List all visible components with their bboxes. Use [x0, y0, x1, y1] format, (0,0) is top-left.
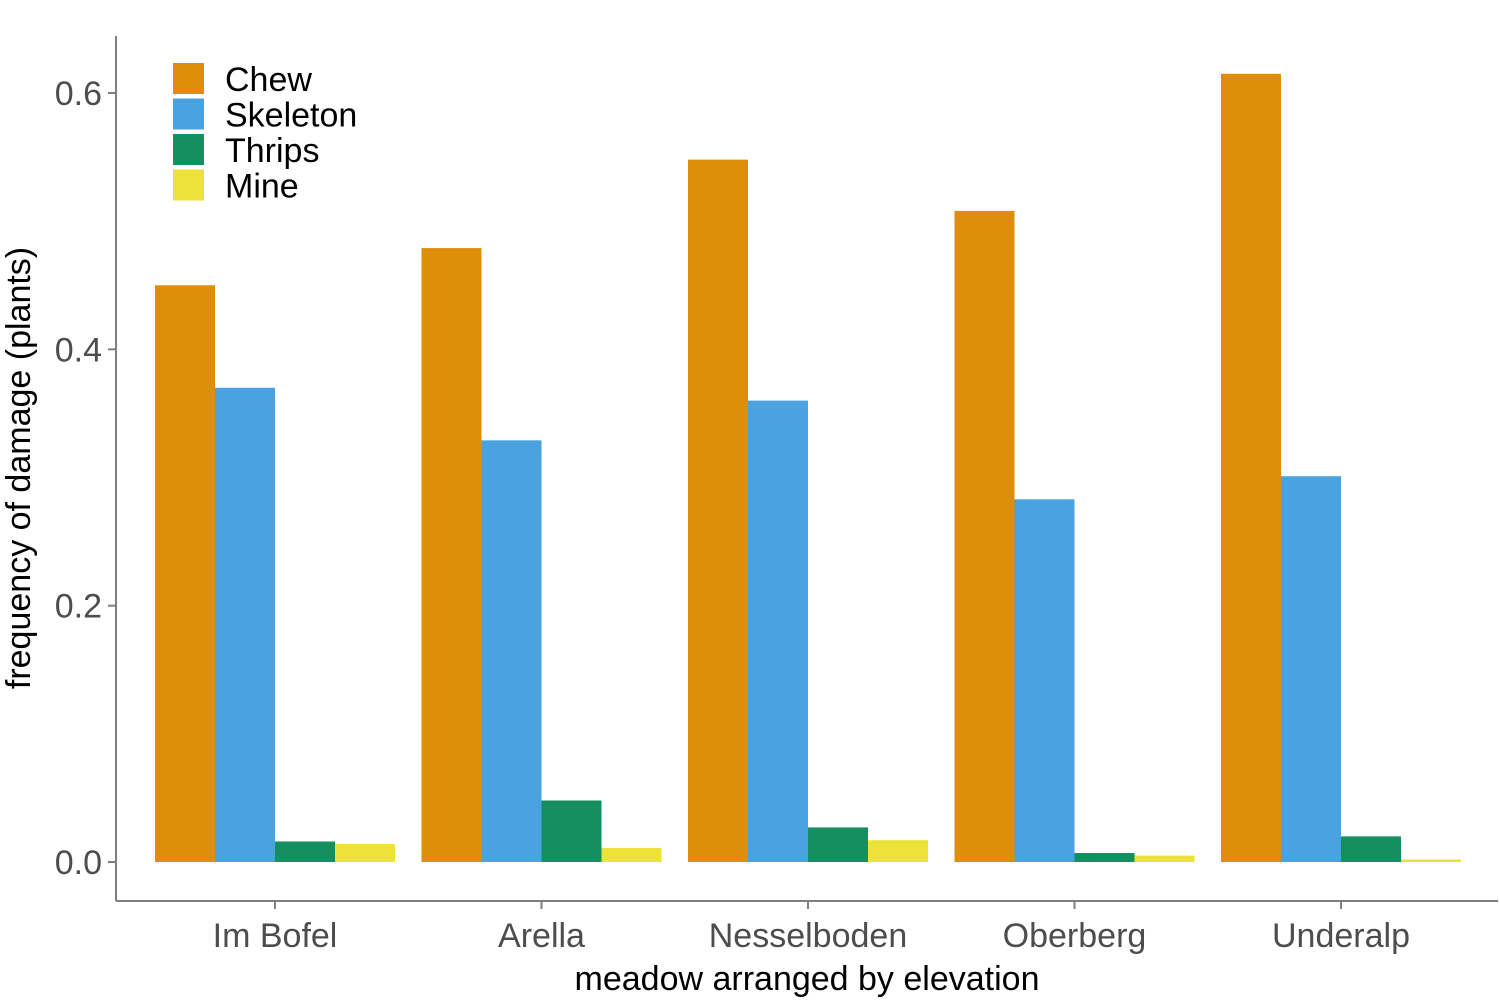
y-tick-label: 0.6	[55, 75, 102, 113]
bar-thrips-arella	[541, 800, 602, 862]
bar-mine-nesselboden	[868, 840, 928, 862]
bar-chew-underalp	[1221, 73, 1281, 862]
y-ticks-layer: 0.0 0.2 0.4 0.6	[55, 75, 116, 882]
legend-key-mine	[173, 169, 204, 201]
bar-mine-underalp	[1401, 859, 1461, 862]
x-tick-label: Nesselboden	[709, 917, 907, 955]
bar-mine-arella	[601, 847, 662, 862]
bar-thrips-im-bofel	[275, 841, 335, 862]
bar-thrips-nesselboden	[808, 827, 868, 862]
bar-chew-im-bofel	[155, 285, 215, 862]
bar-skeleton-arella	[481, 440, 542, 862]
bar-mine-im-bofel	[335, 844, 395, 862]
bar-skeleton-underalp	[1281, 476, 1341, 862]
bar-chew-oberberg	[954, 210, 1015, 862]
legend-key-chew	[173, 63, 204, 94]
bars-layer	[155, 73, 1461, 862]
x-axis-title: meadow arranged by elevation	[575, 960, 1040, 998]
legend-label-mine: Mine	[225, 168, 299, 206]
x-tick-label: Im Bofel	[213, 917, 338, 955]
x-tick-label: Arella	[498, 917, 585, 955]
legend-label-chew: Chew	[225, 61, 312, 99]
bar-thrips-underalp	[1341, 836, 1401, 862]
legend-key-thrips	[173, 134, 204, 165]
y-tick-label: 0.2	[55, 588, 102, 626]
y-tick-label: 0.0	[55, 844, 102, 882]
bar-thrips-oberberg	[1074, 853, 1135, 862]
x-tick-label: Oberberg	[1003, 917, 1147, 955]
x-ticks-layer: Im Bofel Arella Nesselboden Oberberg Underal…	[213, 901, 1410, 955]
legend-key-skeleton	[173, 98, 204, 130]
legend-label-skeleton: Skeleton	[225, 97, 357, 135]
bar-chew-nesselboden	[688, 159, 748, 862]
bar-skeleton-im-bofel	[215, 387, 275, 862]
bar-chew-arella	[421, 248, 482, 862]
legend-label-thrips: Thrips	[225, 132, 319, 170]
bar-skeleton-oberberg	[1014, 499, 1075, 862]
x-tick-label: Underalp	[1272, 917, 1410, 955]
bar-skeleton-nesselboden	[748, 400, 808, 862]
bar-mine-oberberg	[1134, 855, 1195, 862]
y-axis-title: frequency of damage (plants)	[0, 247, 38, 689]
y-tick-label: 0.4	[55, 331, 102, 369]
